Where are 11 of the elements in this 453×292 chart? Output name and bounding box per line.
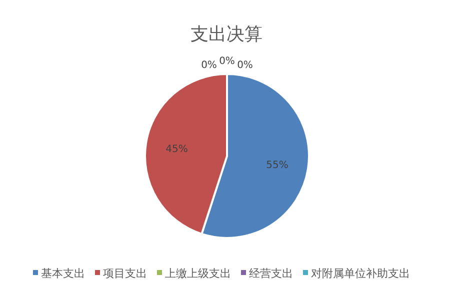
chart-title: 支出决算 xyxy=(190,24,262,45)
text: 0% xyxy=(201,60,217,71)
legend-label: 对附属单位补助支出 xyxy=(311,267,410,280)
data-label: 45% xyxy=(166,144,188,156)
data-label: 55% xyxy=(266,160,288,171)
text: 0% xyxy=(237,60,253,71)
legend-label: 项目支出 xyxy=(103,267,147,280)
legend-label: 经营支出 xyxy=(249,267,293,280)
legend-label: 上缴上级支出 xyxy=(165,267,231,280)
legend-label: 基本支出 xyxy=(41,267,85,280)
text: 0% xyxy=(219,56,235,67)
